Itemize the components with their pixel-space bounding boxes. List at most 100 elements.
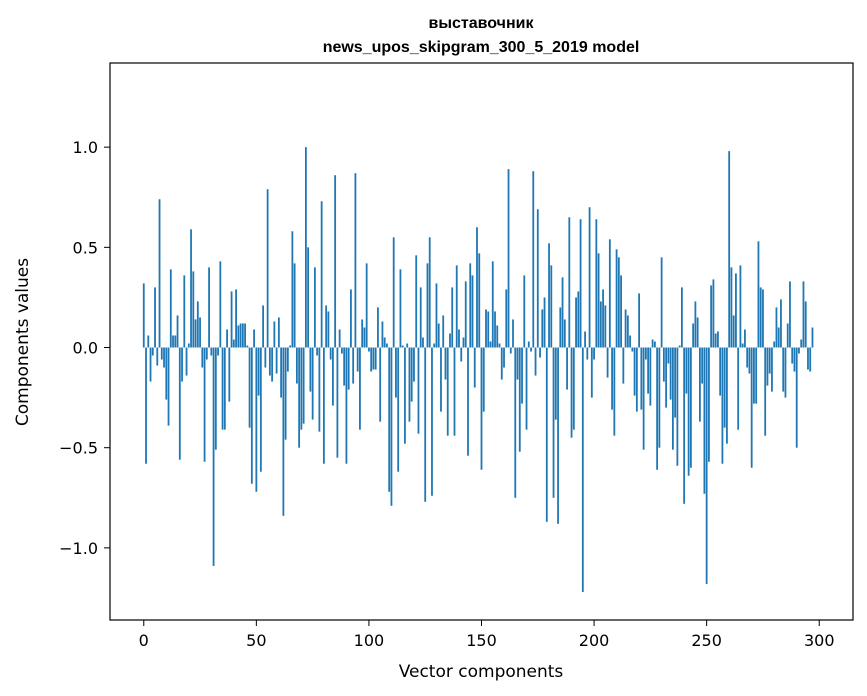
bar (250, 347, 253, 484)
bar (365, 263, 368, 348)
bar (217, 347, 219, 356)
bar (221, 347, 224, 430)
bar (712, 279, 715, 348)
bar (183, 275, 186, 348)
bar (473, 347, 476, 388)
bar (428, 237, 431, 348)
bar (311, 347, 314, 420)
bar (498, 343, 501, 348)
bar (487, 311, 490, 348)
bar (566, 347, 568, 390)
y-tick-label: 0.0 (73, 339, 98, 358)
bar (408, 347, 411, 422)
bar (399, 269, 402, 348)
bar (329, 347, 332, 360)
bar (437, 323, 440, 348)
bar (613, 347, 616, 436)
bar (480, 347, 483, 470)
bar (651, 339, 654, 348)
bar (791, 347, 794, 364)
bar (419, 287, 422, 348)
bar (322, 347, 325, 464)
bar (689, 347, 692, 468)
bar (377, 307, 379, 348)
bar (584, 331, 586, 348)
bar (626, 315, 629, 348)
bar (534, 347, 537, 376)
bar (300, 347, 303, 430)
bar (557, 347, 559, 524)
bar (586, 347, 589, 360)
bar (588, 207, 591, 348)
bar (489, 341, 492, 348)
bar (458, 329, 460, 348)
bar (485, 309, 487, 348)
bar (205, 347, 208, 360)
bar (214, 347, 217, 450)
bar (505, 289, 508, 348)
bar (572, 347, 575, 430)
bar (381, 321, 384, 348)
bar (165, 347, 168, 400)
bar (669, 347, 672, 400)
bar (750, 347, 753, 468)
x-tick-label: 200 (579, 631, 610, 650)
bar (298, 347, 301, 448)
bar (503, 347, 505, 368)
bar (548, 243, 550, 348)
y-tick-label: −1.0 (59, 539, 98, 558)
bar (350, 289, 352, 348)
bar (476, 227, 478, 348)
bar (401, 345, 404, 348)
bar (723, 347, 726, 428)
y-axis-label: Components values (13, 258, 33, 426)
bar (271, 347, 274, 382)
bar (460, 347, 463, 362)
bar (721, 347, 724, 464)
bar (395, 347, 397, 398)
bar (701, 347, 704, 384)
y-axis-ticks: −1.0 −0.5 0.0 0.5 1.0 (59, 138, 110, 558)
bar (491, 261, 494, 348)
bar (644, 347, 647, 360)
bar (771, 347, 773, 392)
y-tick-label: 1.0 (73, 138, 98, 157)
bar (539, 347, 541, 358)
bar (789, 281, 791, 348)
bar (313, 267, 316, 348)
bar (469, 263, 472, 348)
bar (708, 347, 710, 462)
bar (422, 337, 424, 348)
bar (453, 347, 456, 436)
bar (671, 347, 674, 450)
bar (446, 347, 449, 436)
bar (282, 347, 285, 516)
bar (699, 347, 701, 422)
bar (424, 347, 427, 502)
bar (703, 347, 706, 494)
bar (595, 219, 598, 348)
bar (293, 263, 296, 348)
bar (525, 347, 528, 430)
bar (163, 347, 165, 368)
plot-frame (109, 62, 854, 621)
bar (552, 347, 555, 498)
bar (239, 323, 242, 348)
bar (467, 347, 469, 456)
bar (739, 265, 742, 348)
bar (717, 331, 719, 348)
bar (431, 347, 433, 496)
bar (766, 347, 769, 386)
bar (478, 253, 481, 348)
bar (363, 327, 366, 348)
bar (532, 171, 535, 348)
bar (433, 343, 436, 348)
bar (262, 305, 264, 348)
bar (406, 343, 409, 348)
bar (167, 347, 170, 426)
bar (804, 301, 807, 348)
x-axis-label: Vector components (399, 662, 564, 682)
bar (735, 273, 737, 348)
bar (435, 283, 438, 348)
bar (575, 297, 577, 348)
